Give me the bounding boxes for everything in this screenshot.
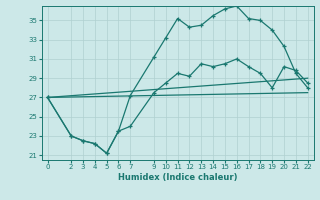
X-axis label: Humidex (Indice chaleur): Humidex (Indice chaleur) [118, 173, 237, 182]
